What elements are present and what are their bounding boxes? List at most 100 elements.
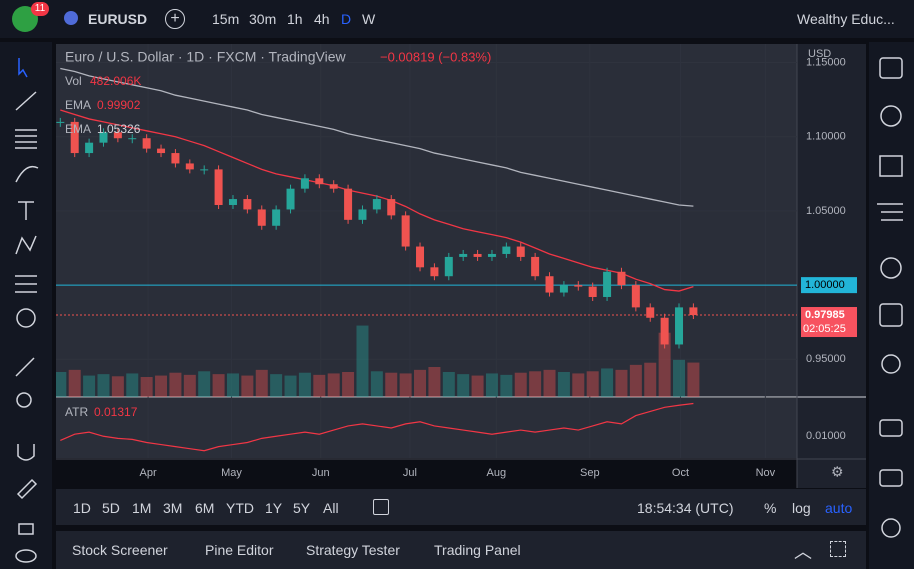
scale-option[interactable]: % <box>764 500 777 516</box>
volume-bar <box>385 372 398 397</box>
news-icon[interactable] <box>879 155 903 177</box>
watchlist-icon[interactable] <box>879 57 903 79</box>
messages-icon[interactable] <box>879 469 903 487</box>
ideas-icon[interactable] <box>881 354 901 374</box>
calendar-icon[interactable] <box>879 303 903 327</box>
candle <box>257 209 266 226</box>
zoom-tool[interactable] <box>16 392 32 408</box>
interval-button[interactable]: 4h <box>314 11 330 27</box>
visibility-tool[interactable] <box>15 549 37 563</box>
legend-title: Euro / U.S. Dollar · 1D · FXCM · Trading… <box>65 49 346 65</box>
atr-tick-label: 0.01000 <box>806 430 846 442</box>
volume-bar <box>615 369 628 397</box>
lock-drawing-tool[interactable] <box>16 478 38 500</box>
candle <box>70 121 79 154</box>
measure-tool[interactable] <box>15 357 35 377</box>
range-button[interactable]: 6M <box>195 500 215 516</box>
cursor-tool[interactable] <box>18 58 28 78</box>
ema-line <box>60 67 694 207</box>
notification-badge: 11 <box>31 2 49 16</box>
bottom-tab[interactable]: Trading Panel <box>434 542 521 558</box>
volume-bar <box>155 375 168 397</box>
range-button[interactable]: 1Y <box>265 500 283 516</box>
magnet-tool[interactable] <box>17 444 35 461</box>
bottom-tab[interactable]: Strategy Tester <box>306 542 400 558</box>
brush-tool[interactable] <box>15 165 39 183</box>
interval-button[interactable]: 15m <box>212 11 240 27</box>
drawing-tools <box>15 58 39 563</box>
symbol[interactable]: EURUSD <box>88 11 148 27</box>
range-button[interactable]: 3M <box>163 500 183 516</box>
prediction-tool[interactable] <box>15 275 37 293</box>
trend-line-tool[interactable] <box>15 91 37 111</box>
maximize-button[interactable] <box>830 541 846 557</box>
collapse-button[interactable]: ︿ <box>794 542 812 562</box>
volume-bar <box>83 375 96 397</box>
volume-bar <box>428 367 441 397</box>
candle <box>185 163 194 170</box>
x-tick-label: Sep <box>580 467 600 479</box>
x-tick-label: Oct <box>672 467 689 479</box>
range-button[interactable]: All <box>323 500 339 516</box>
legend-label: EMA <box>65 98 91 112</box>
hotlist-icon[interactable] <box>880 257 902 279</box>
volume-bar <box>514 372 527 397</box>
interval-button[interactable]: 30m <box>249 11 277 27</box>
text-tool[interactable] <box>18 201 34 220</box>
candle <box>344 188 353 220</box>
candle <box>574 285 583 287</box>
range-button[interactable]: 5Y <box>293 500 311 516</box>
settings-icon: ⚙ <box>831 464 844 480</box>
add-symbol[interactable]: + <box>165 9 185 29</box>
emoji-tool[interactable] <box>16 308 36 328</box>
interval-button[interactable]: 1h <box>287 11 303 27</box>
right-toolbar <box>869 42 914 569</box>
candle <box>401 215 410 247</box>
candle <box>329 184 338 189</box>
volume-bar <box>399 373 412 397</box>
candle <box>631 285 640 308</box>
bottom-tab[interactable]: Pine Editor <box>205 542 274 558</box>
candle <box>660 317 669 345</box>
date-range-icon[interactable] <box>373 499 389 515</box>
candle <box>416 246 425 268</box>
candle <box>157 148 166 154</box>
account-name[interactable]: Wealthy Educ... <box>797 11 895 27</box>
scale-option[interactable]: auto <box>825 500 853 516</box>
range-button[interactable]: YTD <box>226 500 254 516</box>
volume-bar <box>255 369 268 397</box>
interval-button[interactable]: W <box>362 11 376 27</box>
fib-tool[interactable] <box>15 129 37 149</box>
candle <box>646 307 655 318</box>
legend-change: −0.00819 (−0.83%) <box>380 49 491 64</box>
alerts-icon[interactable] <box>880 105 902 127</box>
candle <box>372 199 381 210</box>
candle <box>502 246 511 254</box>
candle <box>588 286 597 297</box>
datawindow-icon[interactable] <box>877 203 903 221</box>
interval-button[interactable]: D <box>341 11 352 27</box>
scale-option[interactable]: log <box>792 500 811 516</box>
lock-tool[interactable] <box>18 523 34 535</box>
x-tick-label: Jun <box>312 467 330 479</box>
x-tick-label: Apr <box>140 467 157 479</box>
range-button[interactable]: 5D <box>102 500 120 516</box>
last-price-label: 0.97985 <box>805 309 845 321</box>
legend-value: 0.99902 <box>97 98 141 112</box>
chat-icon[interactable] <box>879 419 903 437</box>
volume-bar <box>500 374 513 397</box>
help-icon[interactable] <box>881 518 901 538</box>
range-button[interactable]: 1D <box>73 500 91 516</box>
last-price-bg <box>801 307 857 338</box>
volume-bar <box>442 372 455 397</box>
pattern-tool[interactable] <box>15 235 37 255</box>
atr-pane <box>56 398 797 458</box>
bottom-tab[interactable]: Stock Screener <box>72 542 168 558</box>
range-button[interactable]: 1M <box>132 500 152 516</box>
candle <box>228 199 237 205</box>
volume-bar <box>97 374 110 397</box>
y-tick-label: 1.15000 <box>806 56 846 68</box>
candle <box>85 142 94 154</box>
volume-bar <box>529 371 542 397</box>
